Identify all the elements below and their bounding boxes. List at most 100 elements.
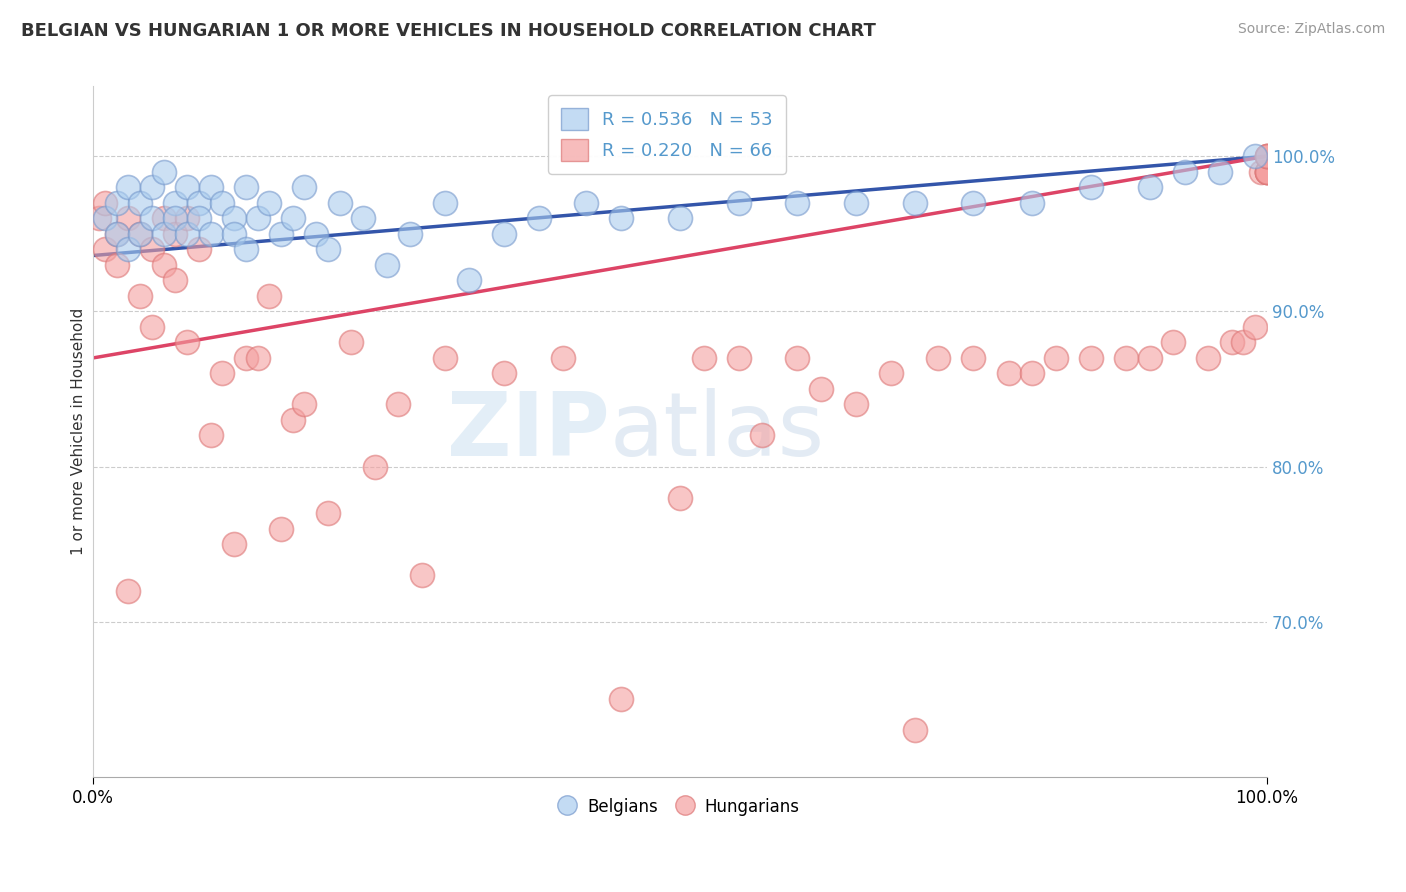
Point [165,273,187,287]
Legend: Belgians, Hungarians: Belgians, Hungarians [554,790,806,824]
Point [222,211,245,226]
Point [434,195,457,210]
Point [1139,180,1161,194]
Point [997,367,1019,381]
Point [492,227,515,241]
Point [610,692,633,706]
Point [294,397,316,411]
Point [1256,164,1278,178]
Point [962,195,984,210]
Point [141,319,163,334]
Point [692,351,714,365]
Point [880,367,903,381]
Point [152,258,174,272]
Point [551,351,574,365]
Point [1045,351,1067,365]
Point [329,195,352,210]
Point [94,195,117,210]
Point [1080,180,1102,194]
Point [200,227,222,241]
Text: atlas: atlas [610,388,825,475]
Point [152,164,174,178]
Point [457,273,479,287]
Point [352,211,374,226]
Point [316,506,339,520]
Point [810,382,832,396]
Point [669,491,692,505]
Point [1115,351,1137,365]
Point [165,195,187,210]
Point [1244,149,1267,163]
Y-axis label: 1 or more Vehicles in Household: 1 or more Vehicles in Household [72,308,86,555]
Point [94,211,117,226]
Point [1232,335,1254,350]
Point [187,211,209,226]
Point [411,568,433,582]
Point [492,367,515,381]
Point [527,211,550,226]
Point [610,211,633,226]
Point [294,180,316,194]
Point [94,242,117,256]
Text: BELGIAN VS HUNGARIAN 1 OR MORE VEHICLES IN HOUSEHOLD CORRELATION CHART: BELGIAN VS HUNGARIAN 1 OR MORE VEHICLES … [21,22,876,40]
Point [222,537,245,551]
Point [1197,351,1219,365]
Point [1139,351,1161,365]
Point [105,195,128,210]
Point [575,195,598,210]
Point [1256,149,1278,163]
Point [129,227,152,241]
Point [1080,351,1102,365]
Point [141,180,163,194]
Point [129,227,152,241]
Point [165,211,187,226]
Point [246,211,269,226]
Text: ZIP: ZIP [447,388,610,475]
Point [1209,164,1232,178]
Point [141,242,163,256]
Point [87,211,110,226]
Point [176,227,198,241]
Point [281,211,304,226]
Point [786,351,808,365]
Point [399,227,422,241]
Point [222,227,245,241]
Point [200,180,222,194]
Point [1021,367,1043,381]
Point [1250,164,1272,178]
Point [1256,164,1278,178]
Point [105,227,128,241]
Point [117,180,139,194]
Point [105,227,128,241]
Point [235,242,257,256]
Point [786,195,808,210]
Point [375,258,398,272]
Point [1220,335,1243,350]
Point [305,227,328,241]
Point [316,242,339,256]
Point [904,723,927,738]
Point [176,180,198,194]
Point [845,195,868,210]
Point [927,351,949,365]
Point [845,397,868,411]
Point [117,211,139,226]
Point [117,583,139,598]
Text: Source: ZipAtlas.com: Source: ZipAtlas.com [1237,22,1385,37]
Point [152,227,174,241]
Point [176,211,198,226]
Point [1256,149,1278,163]
Point [200,428,222,442]
Point [211,195,233,210]
Point [1256,149,1278,163]
Point [962,351,984,365]
Point [129,289,152,303]
Point [751,428,773,442]
Point [257,289,280,303]
Point [281,413,304,427]
Point [235,351,257,365]
Point [434,351,457,365]
Point [246,351,269,365]
Point [187,242,209,256]
Point [1174,164,1197,178]
